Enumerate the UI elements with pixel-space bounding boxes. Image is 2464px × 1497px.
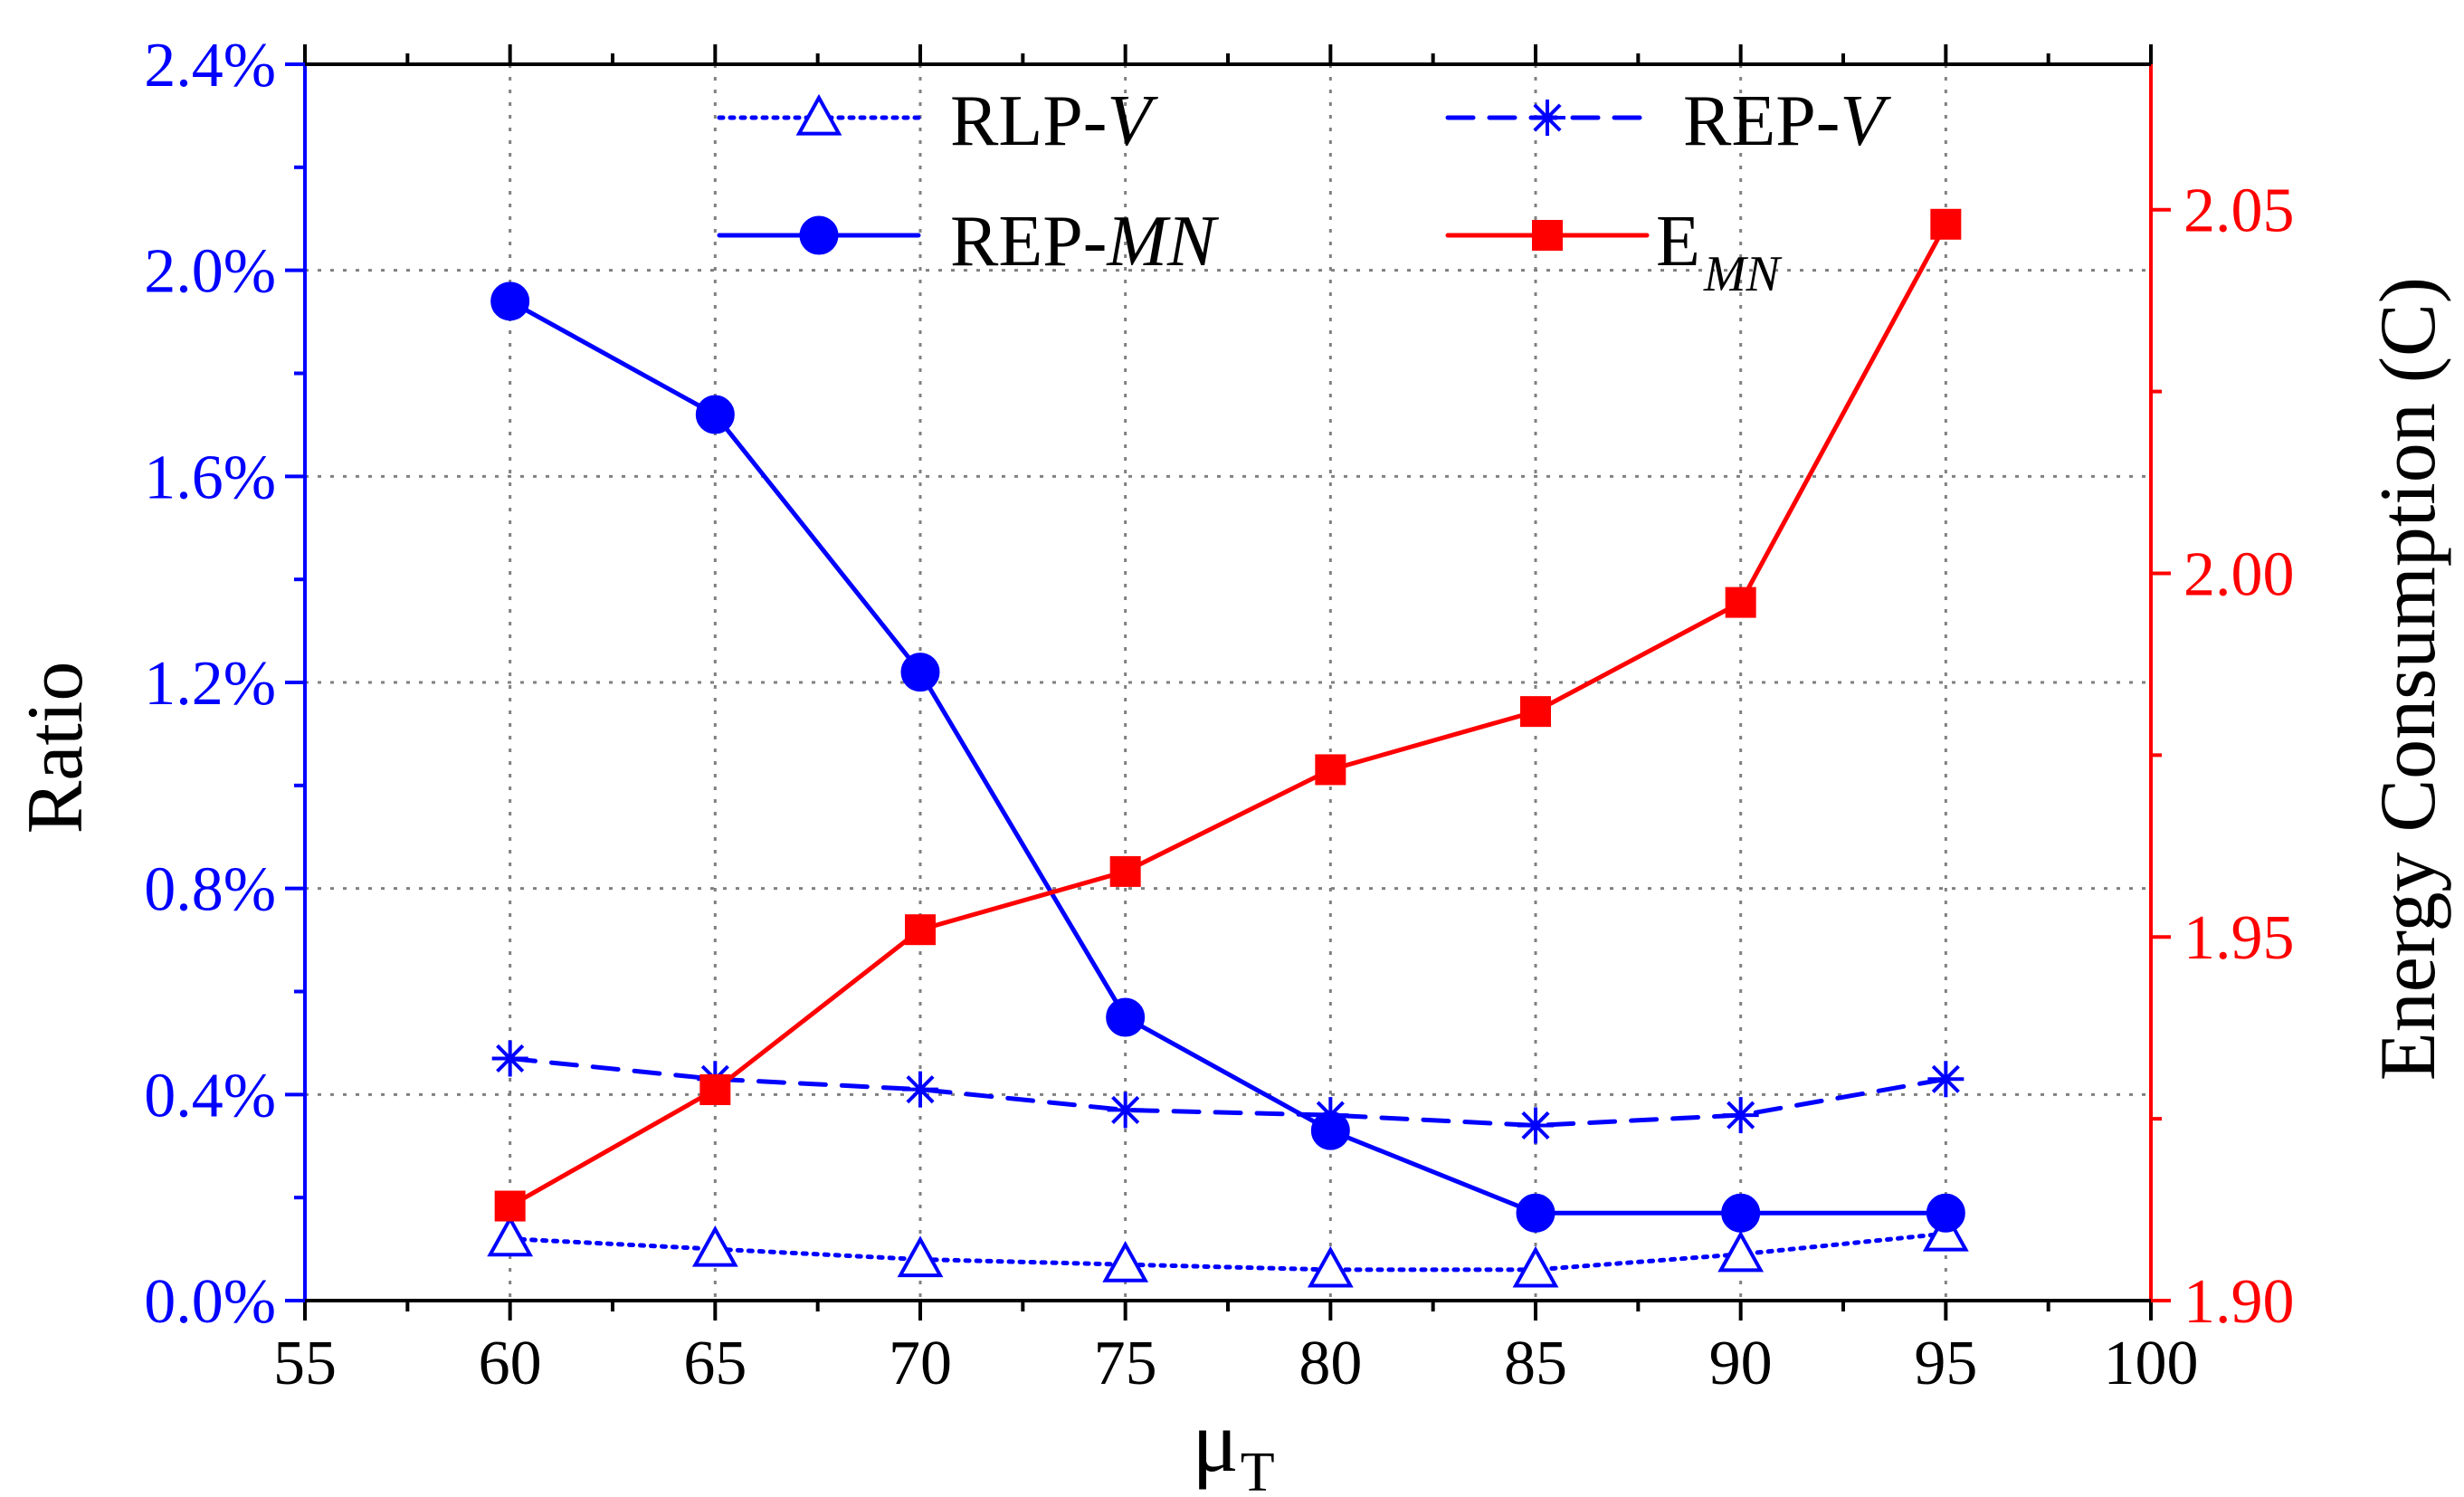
x-tick-label: 95	[1914, 1329, 1977, 1398]
data-point	[1310, 1111, 1350, 1150]
legend-item-rlp-v: RLP-V	[717, 81, 1158, 161]
series-line	[508, 1231, 1948, 1273]
data-point	[902, 1071, 938, 1108]
asterisk-stroke	[1727, 1101, 1755, 1130]
series-1	[491, 1040, 1965, 1144]
y-left-tick-label: 1.6%	[144, 443, 276, 512]
series-line	[508, 299, 1948, 1216]
axes	[285, 44, 2171, 1321]
data-point	[491, 1040, 528, 1077]
asterisk-stroke	[1931, 1064, 1960, 1093]
y-right-tick-label: 1.90	[2183, 1267, 2295, 1337]
legend-marker	[799, 215, 839, 255]
data-point	[1102, 1241, 1149, 1282]
legend-item-rep-mn: REP-MN	[717, 202, 1220, 281]
data-point	[1517, 1107, 1554, 1144]
series-2	[490, 281, 1965, 1233]
y-left-tick-label: 0.0%	[144, 1267, 276, 1337]
legend-item-rep-v: REP-V	[1445, 81, 1891, 161]
data-point	[1307, 1245, 1354, 1288]
asterisk-stroke	[1111, 1095, 1140, 1124]
legend-sample-marker	[799, 215, 839, 255]
data-point	[1520, 696, 1551, 728]
legend-label-rlp-v: RLP-V	[950, 81, 1158, 161]
data-point	[487, 1215, 534, 1257]
series-3	[494, 208, 1962, 1222]
legend-item-e-mn: EMN	[1445, 202, 1783, 302]
legend-marker	[795, 93, 842, 136]
legend-label-rep-mn: REP-MN	[950, 202, 1220, 281]
x-axis-title: μT	[1192, 1393, 1274, 1497]
x-tick-label: 90	[1709, 1329, 1773, 1398]
data-point	[1721, 1193, 1761, 1233]
legend-marker	[1529, 100, 1565, 136]
data-point	[494, 1190, 526, 1222]
asterisk-stroke	[1533, 103, 1562, 132]
data-point	[1926, 1193, 1965, 1233]
y-left-tick-label: 2.4%	[144, 31, 276, 100]
data-point	[1725, 586, 1756, 618]
x-tick-label: 80	[1299, 1329, 1362, 1398]
asterisk-stroke	[496, 1044, 525, 1073]
data-point	[1512, 1245, 1559, 1288]
data-point	[1109, 855, 1141, 887]
y-right-tick-label: 2.05	[2183, 176, 2295, 246]
data-point	[1516, 1193, 1555, 1233]
data-point	[695, 395, 735, 434]
legend: RLP-V REP-V REP-MN EMN	[717, 81, 1891, 302]
tick-labels: 55 60 65 70 75 80 85 90 95 100 0.0% 0.4% 0.8% 1.2% 1.6…	[144, 31, 2294, 1398]
y-axis-right-title: Energy Consumption (C)	[2364, 277, 2452, 1081]
data-point	[1106, 997, 1146, 1037]
y-left-tick-label: 2.0%	[144, 237, 276, 307]
legend-label-e-mn: EMN	[1656, 202, 1783, 302]
data-point	[1107, 1092, 1144, 1129]
x-tick-label: 60	[479, 1329, 542, 1398]
data-point	[691, 1225, 738, 1267]
data-point	[1927, 1061, 1965, 1098]
y-left-tick-label: 0.4%	[144, 1061, 276, 1130]
data-point	[490, 281, 530, 321]
x-tick-label: 55	[273, 1329, 337, 1398]
x-tick-label: 70	[889, 1329, 952, 1398]
data-point	[699, 1073, 731, 1105]
series-line	[508, 1055, 1948, 1128]
x-tick-label: 85	[1504, 1329, 1567, 1398]
legend-sample-marker	[1529, 100, 1565, 136]
data-point	[1722, 1097, 1759, 1134]
y-right-tick-label: 1.95	[2183, 903, 2295, 973]
x-tick-label: 100	[2104, 1329, 2199, 1398]
plot-series	[487, 208, 1969, 1288]
series-0	[487, 1209, 1969, 1288]
data-point	[1930, 208, 1962, 240]
legend-sample-marker	[1532, 220, 1563, 251]
series-line	[508, 222, 1948, 1209]
data-point	[897, 1235, 944, 1278]
x-tick-label: 65	[683, 1329, 747, 1398]
data-point	[1315, 754, 1346, 786]
data-point	[1717, 1230, 1765, 1273]
grid	[305, 64, 2151, 1301]
asterisk-stroke	[1521, 1111, 1550, 1140]
data-point	[900, 653, 940, 692]
x-tick-label: 75	[1094, 1329, 1157, 1398]
y-right-tick-label: 2.00	[2183, 539, 2295, 609]
y-axis-left-title: Ratio	[12, 662, 100, 834]
legend-label-rep-v: REP-V	[1683, 81, 1891, 161]
y-left-tick-label: 1.2%	[144, 649, 276, 719]
y-left-tick-label: 0.8%	[144, 855, 276, 925]
data-point	[905, 914, 936, 946]
legend-sample-marker	[795, 93, 842, 136]
legend-marker	[1532, 220, 1563, 251]
asterisk-stroke	[906, 1075, 935, 1104]
